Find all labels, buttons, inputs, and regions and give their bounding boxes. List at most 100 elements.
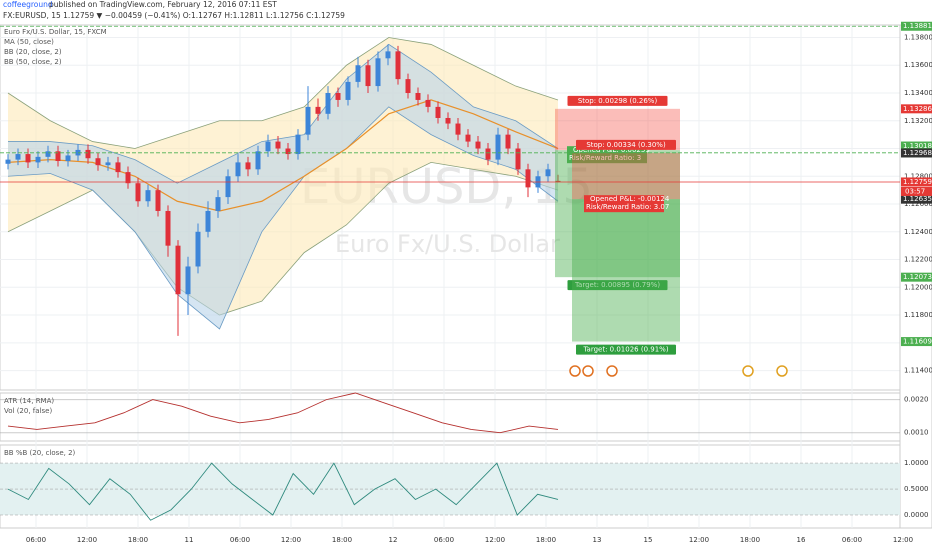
candle-body: [165, 210, 171, 246]
y-tick-label: 1.13600: [904, 61, 932, 69]
candle-body: [465, 134, 471, 142]
price-label: 1.13018: [903, 142, 932, 150]
band-fill: [8, 44, 558, 329]
price-label: 1.13881: [903, 22, 932, 30]
candle-body: [435, 106, 441, 118]
x-tick-label: 18:00: [332, 536, 352, 544]
y-tick-label: 1.13200: [904, 117, 932, 125]
band-line: [7, 37, 559, 149]
legend-entry: BB (20, close, 2): [4, 48, 62, 56]
candle-body: [135, 183, 141, 202]
x-tick-label: 12:00: [281, 536, 301, 544]
x-tick-label: 06:00: [842, 536, 862, 544]
rr-label: Risk/Reward Ratio: 3.07: [586, 203, 669, 211]
legend-entry: Euro Fx/U.S. Dollar, 15, FXCM: [4, 28, 107, 36]
candle-body: [235, 162, 241, 177]
candle-body: [105, 162, 111, 166]
price-label-box: [901, 177, 932, 187]
price-label-box: [901, 194, 932, 204]
x-tick-label: 06:00: [434, 536, 454, 544]
x-tick-label: 06:00: [230, 536, 250, 544]
y-tick-label: 1.12000: [904, 283, 932, 291]
event-icon[interactable]: [742, 365, 754, 377]
candle-body: [285, 148, 291, 155]
candle-body: [215, 197, 221, 211]
candle-body: [305, 106, 311, 135]
rr-label: Risk/Reward Ratio: 3: [569, 154, 641, 162]
author[interactable]: coffeeground: [3, 0, 53, 9]
price-label-box: [901, 148, 932, 158]
candle-body: [55, 151, 61, 162]
event-icon[interactable]: [606, 365, 618, 377]
price-label-box: [901, 141, 932, 151]
x-tick-label: 12:00: [77, 536, 97, 544]
atr-pane: [0, 392, 901, 442]
pane-label: BB %B (20, close, 2): [4, 449, 76, 457]
pane-tick-label: 0.0000: [904, 511, 929, 519]
quote: FX:EURUSD, 15 1.12759 ▼ −0.00459 (−0.41%…: [3, 11, 345, 20]
y-tick-label: 1.11800: [904, 311, 932, 319]
published: published on TradingView.com, February 1…: [49, 0, 277, 9]
price-label-box: [901, 272, 932, 282]
band-line: [7, 106, 559, 330]
price-label-box: [901, 104, 932, 114]
countdown-box: [901, 186, 932, 196]
candle-body: [35, 156, 41, 163]
price-label-box: [901, 21, 932, 31]
x-tick-label: 12:00: [485, 536, 505, 544]
event-icons: [569, 365, 788, 377]
event-icon[interactable]: [776, 365, 788, 377]
candle-body: [445, 117, 451, 124]
candle-body: [225, 176, 231, 198]
candle-body: [475, 141, 481, 149]
candle-body: [315, 106, 321, 114]
candle-body: [365, 65, 371, 87]
y-tick-label: 1.13800: [904, 33, 932, 41]
atr-line: [7, 392, 559, 434]
candle-body: [195, 231, 201, 267]
price-label: 1.12759: [903, 178, 932, 186]
candle-body: [115, 162, 121, 173]
price-label: 1.12635: [903, 195, 932, 203]
pane-label: ATR (14, RMA): [4, 397, 54, 405]
pane-label: Vol (20, false): [4, 407, 52, 415]
candle-body: [155, 190, 161, 211]
target-zone: [555, 150, 680, 278]
candle-body: [95, 158, 101, 166]
y-tick-label: 1.12400: [904, 228, 932, 236]
candle-body: [325, 93, 331, 114]
x-tick-label: 12: [389, 536, 398, 544]
price-label: 1.12073: [903, 273, 932, 281]
candle-body: [415, 93, 421, 100]
x-tick-label: 12:00: [893, 536, 913, 544]
candle-body: [5, 159, 11, 164]
x-tick-label: 18:00: [536, 536, 556, 544]
stop-label: Stop: 0.00298 (0.26%): [578, 97, 658, 105]
price-label-box: [901, 337, 932, 347]
candle-body: [125, 172, 131, 184]
x-tick-label: 11: [185, 536, 194, 544]
candle-body: [265, 141, 271, 152]
legend-entry: MA (50, close): [4, 38, 54, 46]
pnl-label: Opened P&L: -0.00124: [590, 195, 670, 203]
stop-label-box: [567, 95, 668, 106]
target-label: Target: 0.00895 (0.79%): [574, 281, 660, 289]
event-icon[interactable]: [582, 365, 594, 377]
candle-body: [515, 148, 521, 170]
candle-body: [205, 210, 211, 232]
target-label: Target: 0.01026 (0.91%): [582, 346, 668, 354]
x-tick-label: 18:00: [740, 536, 760, 544]
candle-body: [145, 190, 151, 202]
event-icon[interactable]: [569, 365, 581, 377]
stop-zone: [572, 152, 680, 200]
candle-body: [525, 169, 531, 188]
candle-body: [185, 266, 191, 295]
candle-body: [345, 81, 351, 100]
price-label: 1.12968: [903, 149, 932, 157]
candle-body: [335, 93, 341, 100]
watermark-sub: Euro Fx/U.S. Dollar: [335, 230, 560, 258]
y-tick-label: 1.12200: [904, 256, 932, 264]
candle-body: [355, 65, 361, 82]
candle-body: [175, 245, 181, 295]
